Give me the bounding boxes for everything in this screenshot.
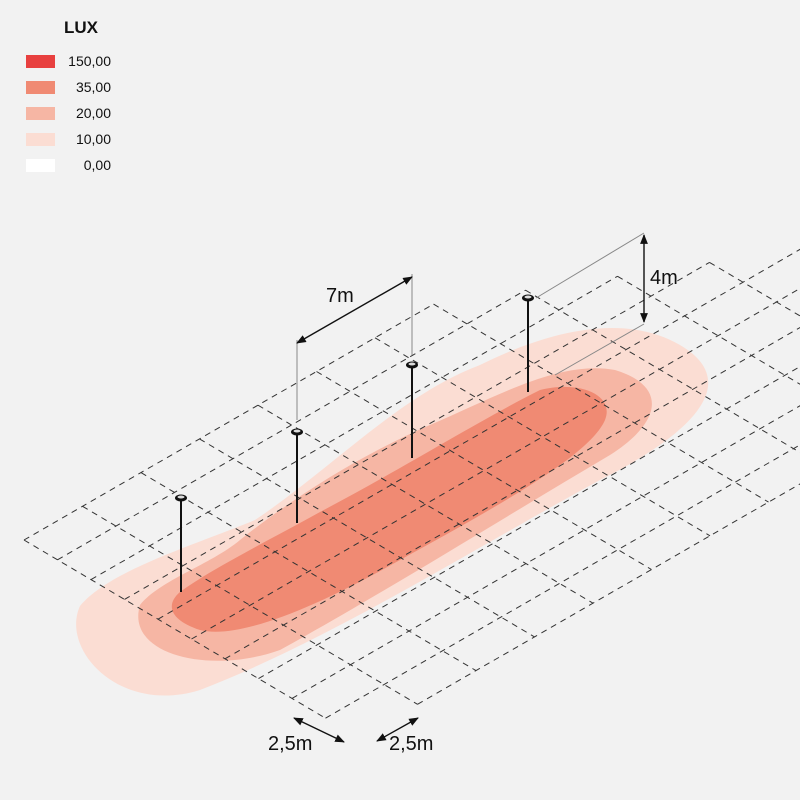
light-pole — [175, 494, 187, 592]
grid-line — [617, 275, 800, 385]
pole-height-dimension: 4m — [535, 232, 678, 376]
light-pole — [291, 428, 303, 523]
grid-cell-dimensions: 2,5m 2,5m — [268, 717, 433, 755]
grid-cell-label-b: 2,5m — [389, 733, 433, 755]
legend-swatch — [26, 80, 55, 94]
grid-line — [23, 539, 326, 719]
grid-line — [57, 289, 526, 561]
grid-line — [325, 444, 800, 719]
grid-line — [374, 337, 711, 537]
grid-line — [199, 438, 535, 638]
legend-item-10: 10,00 — [26, 126, 136, 152]
grid-line — [525, 289, 800, 454]
pole-spacing-dimension: 7m — [296, 274, 413, 420]
grid-line — [316, 371, 652, 570]
legend-value: 10,00 — [75, 131, 111, 147]
grid-line — [82, 505, 418, 705]
grid-line — [258, 366, 800, 680]
legend-swatch — [26, 132, 55, 146]
legend-item-0: 0,00 — [26, 152, 136, 178]
legend-item-20: 20,00 — [26, 100, 136, 126]
light-pole — [522, 294, 534, 392]
grid-line — [23, 303, 434, 541]
legend-value: 150,00 — [68, 53, 111, 69]
legend-item-35: 35,00 — [26, 74, 136, 100]
ground-grid — [23, 248, 800, 719]
legend-swatch — [26, 106, 55, 120]
light-poles — [175, 294, 534, 592]
legend-value: 20,00 — [75, 105, 111, 121]
grid-line — [433, 303, 769, 503]
legend-item-150: 150,00 — [26, 48, 136, 74]
grid-line — [140, 472, 477, 672]
legend-swatch — [26, 158, 55, 172]
grid-cell-label-a: 2,5m — [268, 733, 312, 755]
pole-height-label: 4m — [650, 267, 678, 289]
grid-line — [709, 261, 800, 317]
grid-line — [90, 275, 618, 581]
lux-legend: LUX 150,00 35,00 20,00 10,00 0,00 — [26, 18, 136, 178]
legend-value: 35,00 — [75, 79, 111, 95]
grid-line — [417, 483, 800, 705]
illuminance-zones — [76, 327, 709, 696]
zone-35-lux — [171, 386, 607, 632]
legend-swatch — [26, 54, 55, 68]
grid-line — [124, 261, 710, 600]
legend-title: LUX — [64, 18, 98, 37]
grid-line — [257, 404, 594, 604]
pole-spacing-label: 7m — [326, 285, 354, 307]
light-pole — [406, 361, 418, 458]
grid-line — [157, 248, 800, 620]
legend-value: 0,00 — [83, 157, 111, 173]
